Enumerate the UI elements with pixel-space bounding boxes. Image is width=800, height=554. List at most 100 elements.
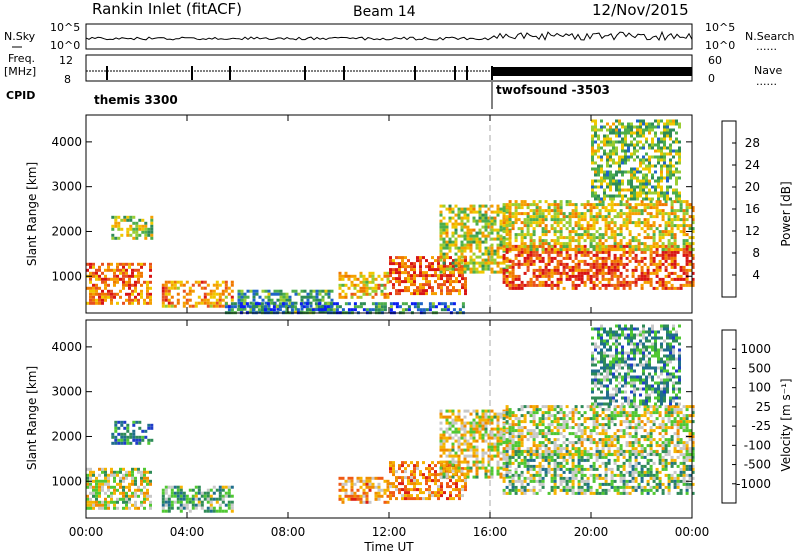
data-cell <box>114 426 118 430</box>
data-cell <box>416 292 419 296</box>
data-cell <box>502 453 506 457</box>
data-cell <box>191 497 195 501</box>
data-cell <box>550 286 554 290</box>
data-cell <box>344 274 348 278</box>
data-cell <box>92 485 95 489</box>
data-cell <box>134 283 137 287</box>
data-cell <box>496 207 500 211</box>
data-cell <box>538 467 542 471</box>
data-cell <box>89 286 92 290</box>
data-cell <box>374 302 378 306</box>
data-cell <box>520 280 524 284</box>
data-cell <box>571 464 575 468</box>
data-cell <box>598 452 602 456</box>
data-cell <box>685 206 689 210</box>
data-cell <box>523 420 527 424</box>
data-cell <box>410 302 414 306</box>
data-cell <box>598 215 602 219</box>
data-cell <box>383 479 387 483</box>
data-cell <box>685 277 689 281</box>
data-cell <box>440 494 443 498</box>
data-cell <box>401 271 404 275</box>
data-cell <box>224 286 228 290</box>
data-cell <box>591 167 594 171</box>
data-cell <box>104 274 107 278</box>
data-cell <box>448 246 452 250</box>
data-cell <box>670 461 674 465</box>
data-cell <box>642 167 645 171</box>
data-cell <box>660 176 663 180</box>
data-cell <box>434 470 437 474</box>
data-cell <box>538 244 542 248</box>
data-cell <box>475 219 479 223</box>
data-cell <box>237 298 241 302</box>
data-cell <box>224 280 228 284</box>
data-cell <box>634 283 638 287</box>
data-cell <box>634 470 638 474</box>
noise-tick-bottom-right: 10^0 <box>705 39 735 52</box>
data-cell <box>119 268 122 272</box>
data-cell <box>125 503 128 507</box>
data-cell <box>454 252 458 256</box>
data-cell <box>664 230 668 234</box>
data-cell <box>568 274 572 278</box>
data-cell <box>434 479 437 483</box>
data-cell <box>365 289 369 293</box>
data-cell <box>568 236 572 240</box>
data-cell <box>493 433 497 437</box>
data-region <box>224 302 465 315</box>
data-cell <box>374 491 378 495</box>
data-cell <box>395 256 398 260</box>
data-cell <box>646 488 650 492</box>
data-cell <box>437 262 440 266</box>
data-cell <box>380 283 384 287</box>
data-cell <box>645 194 648 198</box>
data-cell <box>639 182 642 186</box>
data-cell <box>404 256 407 260</box>
data-cell <box>589 262 593 266</box>
data-cell <box>630 182 633 186</box>
data-cell <box>338 292 342 296</box>
data-cell <box>643 248 647 252</box>
data-cell <box>580 250 584 254</box>
data-cell <box>493 454 497 458</box>
data-cell <box>484 213 488 217</box>
data-cell <box>475 234 479 238</box>
data-cell <box>98 286 101 290</box>
data-cell <box>541 467 545 471</box>
data-cell <box>661 212 665 216</box>
data-cell <box>146 488 149 492</box>
data-cell <box>374 286 378 290</box>
data-cell <box>484 237 488 241</box>
data-cell <box>547 250 551 254</box>
data-cell <box>279 292 283 296</box>
data-cell <box>401 308 405 312</box>
data-cell <box>600 158 603 162</box>
data-cell <box>451 469 455 473</box>
data-cell <box>116 265 119 269</box>
data-cell <box>654 191 657 195</box>
data-cell <box>107 268 110 272</box>
data-cell <box>439 228 443 232</box>
data-cell <box>505 221 509 225</box>
data-cell <box>451 267 455 271</box>
data-cell <box>559 461 563 465</box>
data-cell <box>511 203 515 207</box>
data-cell <box>645 140 648 144</box>
data-cell <box>541 479 545 483</box>
data-cell <box>616 491 620 495</box>
data-cell <box>517 420 521 424</box>
data-cell <box>675 191 678 195</box>
data-cell <box>625 224 629 228</box>
data-cell <box>556 209 560 213</box>
data-cell <box>419 491 422 495</box>
data-cell <box>496 412 500 416</box>
data-cell <box>386 482 390 486</box>
data-cell <box>613 233 617 237</box>
data-cell <box>594 149 597 153</box>
data-cell <box>553 476 557 480</box>
data-cell <box>458 292 461 296</box>
data-cell <box>451 216 455 220</box>
data-cell <box>658 259 662 263</box>
data-cell <box>511 488 515 492</box>
